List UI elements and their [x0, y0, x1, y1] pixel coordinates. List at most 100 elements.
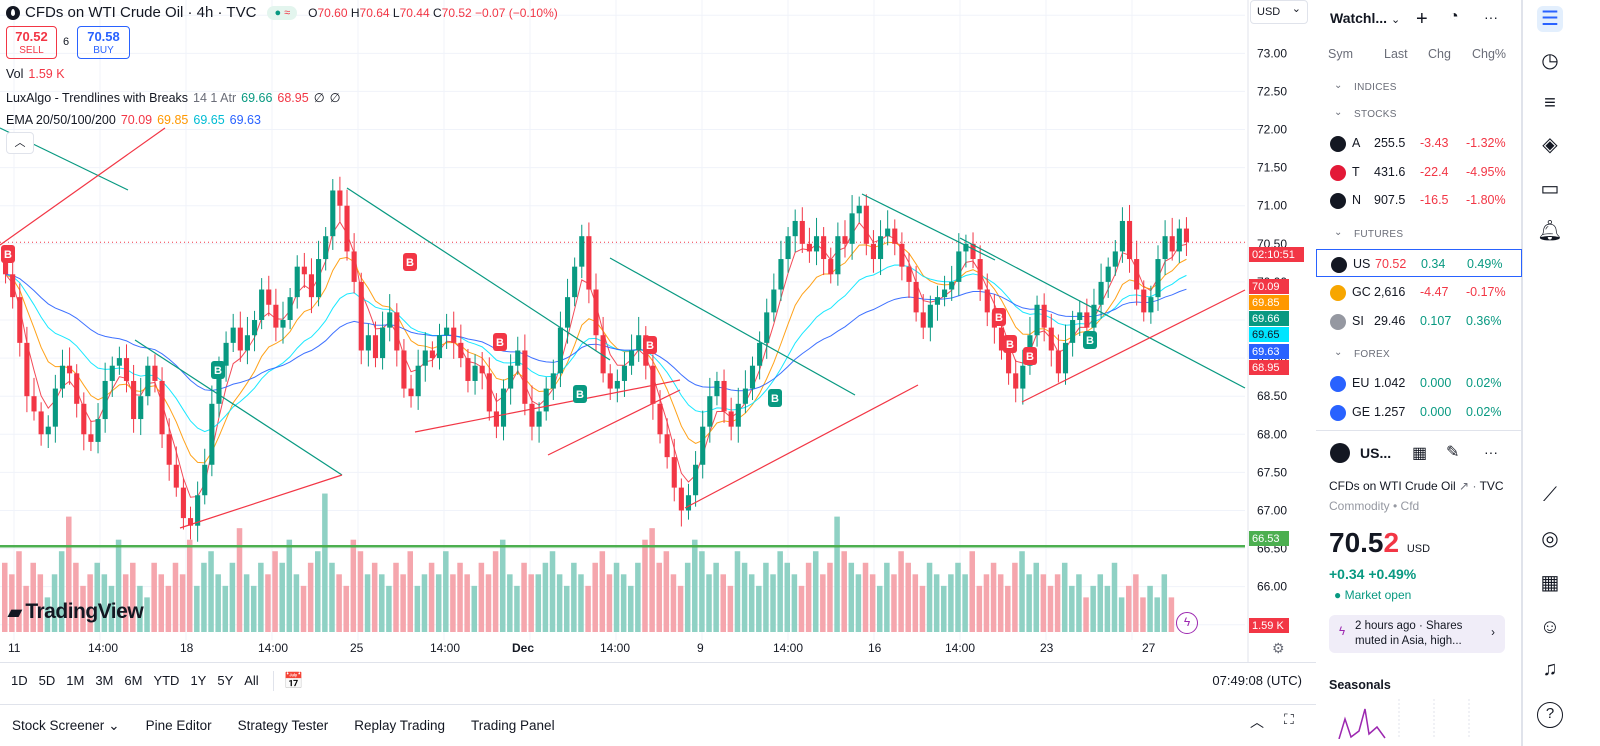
- tab-trading-panel[interactable]: Trading Panel: [471, 718, 555, 733]
- candle[interactable]: [24, 342, 30, 397]
- candle[interactable]: [607, 373, 613, 389]
- candle[interactable]: [728, 411, 734, 427]
- grid-view-icon[interactable]: ▦: [1412, 445, 1428, 462]
- candle[interactable]: [557, 327, 563, 374]
- candle[interactable]: [273, 304, 279, 328]
- watchlist-row[interactable]: A 255.5 -3.43 -1.32%: [1316, 129, 1522, 157]
- candle[interactable]: [81, 403, 87, 435]
- external-link-icon[interactable]: ↗: [1459, 479, 1470, 493]
- watchlist-row[interactable]: US 70.52 0.34 0.49%: [1316, 249, 1522, 277]
- candle[interactable]: [906, 266, 912, 282]
- candle[interactable]: [95, 419, 101, 442]
- candle[interactable]: [671, 457, 677, 488]
- break-marker[interactable]: B: [573, 385, 587, 403]
- help-icon[interactable]: ?: [1537, 702, 1563, 728]
- candle[interactable]: [244, 335, 250, 351]
- candle[interactable]: [380, 327, 386, 359]
- tab-strategy-tester[interactable]: Strategy Tester: [237, 718, 329, 733]
- candle[interactable]: [1141, 289, 1147, 313]
- candle[interactable]: [251, 320, 258, 336]
- column-last[interactable]: Last: [1384, 47, 1408, 61]
- break-marker[interactable]: B: [1083, 331, 1097, 349]
- symbol-title[interactable]: CFDs on WTI Crude Oil · 4h · TVC: [25, 4, 257, 21]
- candle[interactable]: [757, 342, 763, 366]
- trendline[interactable]: [547, 389, 681, 456]
- candle[interactable]: [280, 320, 286, 328]
- trendline[interactable]: [959, 237, 1246, 389]
- candle[interactable]: [764, 312, 770, 343]
- candle[interactable]: [493, 411, 499, 427]
- price-axis-label[interactable]: 66.00: [1257, 580, 1287, 594]
- candle[interactable]: [1155, 259, 1161, 298]
- trendline[interactable]: [134, 339, 343, 476]
- candle[interactable]: [301, 266, 307, 275]
- price-tag-ema50[interactable]: 69.85: [1249, 295, 1289, 310]
- column-sym[interactable]: Sym: [1328, 47, 1353, 61]
- trendline[interactable]: [179, 474, 343, 529]
- candle[interactable]: [835, 236, 841, 275]
- market-status-pill[interactable]: ● ≈: [267, 5, 298, 20]
- range-all[interactable]: All: [244, 673, 259, 688]
- candle[interactable]: [849, 213, 855, 244]
- candle[interactable]: [287, 297, 293, 320]
- candle[interactable]: [742, 388, 748, 404]
- price-axis-label[interactable]: 72.50: [1257, 84, 1287, 98]
- candle[interactable]: [52, 388, 58, 427]
- watchlist-row[interactable]: T 431.6 -22.4 -4.95%: [1316, 158, 1522, 186]
- candle[interactable]: [237, 327, 243, 351]
- candle[interactable]: [123, 358, 130, 381]
- candle[interactable]: [1077, 312, 1083, 320]
- candle[interactable]: [1020, 365, 1026, 389]
- candle[interactable]: [308, 274, 315, 298]
- candle[interactable]: [266, 289, 272, 305]
- candle[interactable]: [387, 312, 393, 328]
- candle[interactable]: [173, 464, 179, 488]
- candle[interactable]: [180, 487, 186, 519]
- candle[interactable]: [1048, 327, 1054, 351]
- price-axis-label[interactable]: 73.00: [1257, 46, 1287, 60]
- candle[interactable]: [3, 259, 9, 275]
- tab-pine-editor[interactable]: Pine Editor: [145, 718, 212, 733]
- candle[interactable]: [1084, 312, 1090, 328]
- price-chart[interactable]: 73.5073.0072.5072.0071.5071.0070.5070.00…: [0, 0, 1316, 680]
- candle[interactable]: [195, 495, 201, 526]
- candle[interactable]: [749, 365, 756, 389]
- market-status[interactable]: ● Market open: [1334, 588, 1411, 602]
- tab-stock-screener[interactable]: Stock Screener: [12, 718, 105, 733]
- candle[interactable]: [145, 365, 151, 397]
- candle[interactable]: [166, 434, 172, 465]
- edit-icon[interactable]: ✎: [1446, 444, 1460, 461]
- target-icon[interactable]: ◎: [1541, 528, 1559, 550]
- candle[interactable]: [956, 251, 962, 282]
- currency-select[interactable]: USD: [1250, 0, 1308, 24]
- candle[interactable]: [1134, 259, 1140, 290]
- candle[interactable]: [351, 251, 357, 282]
- price-tag-ema20[interactable]: 70.09: [1249, 279, 1289, 294]
- candle[interactable]: [934, 297, 941, 305]
- watchlist-row[interactable]: N 907.5 -16.5 -1.80%: [1316, 186, 1522, 214]
- candle[interactable]: [479, 365, 485, 374]
- candle[interactable]: [899, 243, 905, 267]
- chart-settings-icon[interactable]: ⚙: [1272, 640, 1285, 656]
- candle[interactable]: [102, 380, 108, 420]
- candle[interactable]: [486, 373, 492, 412]
- trend-tool-icon[interactable]: ⟋: [1543, 484, 1557, 506]
- candle[interactable]: [593, 289, 599, 336]
- candle[interactable]: [116, 358, 122, 366]
- range-1y[interactable]: 1Y: [190, 673, 207, 688]
- calendar-icon[interactable]: ▦: [1540, 572, 1560, 594]
- price-tag-lux2[interactable]: 68.95: [1249, 360, 1289, 375]
- buy-button[interactable]: 70.58 BUY: [77, 26, 130, 59]
- candle[interactable]: [330, 190, 336, 237]
- candle[interactable]: [543, 388, 549, 412]
- candle[interactable]: [799, 220, 805, 244]
- luxalgo-legend[interactable]: LuxAlgo - Trendlines with Breaks 14 1 At…: [6, 90, 340, 106]
- price-axis-label[interactable]: 68.50: [1257, 389, 1287, 403]
- trendline[interactable]: [861, 193, 996, 261]
- candle[interactable]: [636, 335, 642, 351]
- trendline[interactable]: [346, 187, 611, 361]
- candle[interactable]: [259, 289, 265, 320]
- candle[interactable]: [508, 365, 514, 389]
- trendline[interactable]: [609, 257, 856, 396]
- column-chg[interactable]: Chg: [1428, 47, 1451, 61]
